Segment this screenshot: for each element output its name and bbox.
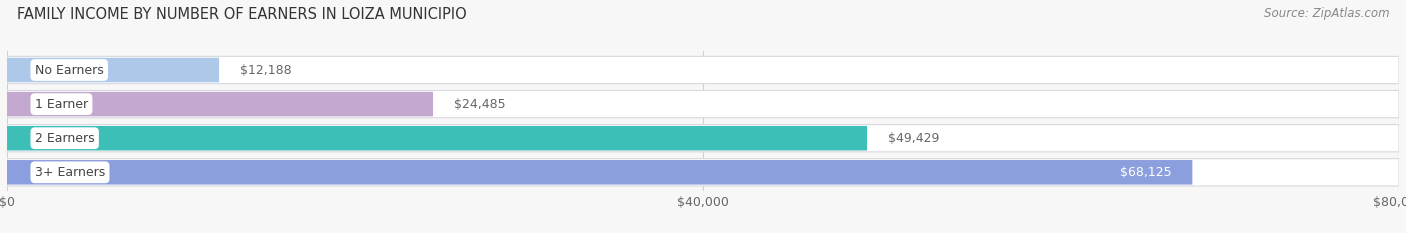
FancyBboxPatch shape: [7, 160, 1192, 185]
FancyBboxPatch shape: [7, 159, 1399, 186]
Text: FAMILY INCOME BY NUMBER OF EARNERS IN LOIZA MUNICIPIO: FAMILY INCOME BY NUMBER OF EARNERS IN LO…: [17, 7, 467, 22]
Text: 3+ Earners: 3+ Earners: [35, 166, 105, 179]
Text: $49,429: $49,429: [889, 132, 939, 145]
FancyBboxPatch shape: [7, 125, 1399, 152]
Text: $12,188: $12,188: [240, 64, 291, 76]
FancyBboxPatch shape: [7, 58, 219, 82]
Text: $24,485: $24,485: [454, 98, 506, 111]
Text: $68,125: $68,125: [1119, 166, 1171, 179]
Text: 1 Earner: 1 Earner: [35, 98, 89, 111]
Text: 2 Earners: 2 Earners: [35, 132, 94, 145]
FancyBboxPatch shape: [7, 90, 1399, 118]
FancyBboxPatch shape: [7, 56, 1399, 84]
Text: No Earners: No Earners: [35, 64, 104, 76]
FancyBboxPatch shape: [7, 126, 868, 151]
Text: Source: ZipAtlas.com: Source: ZipAtlas.com: [1264, 7, 1389, 20]
FancyBboxPatch shape: [7, 92, 433, 116]
